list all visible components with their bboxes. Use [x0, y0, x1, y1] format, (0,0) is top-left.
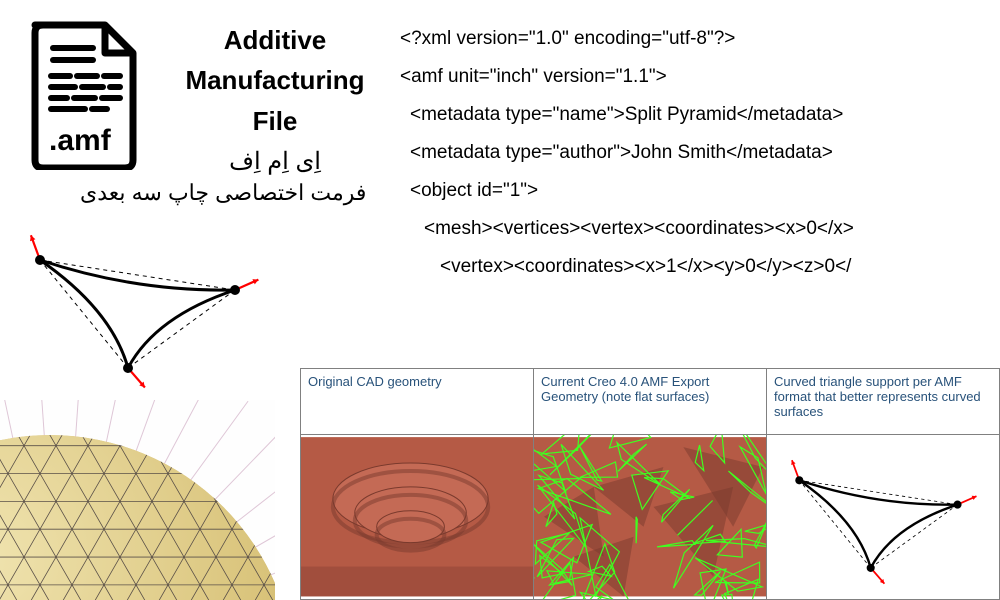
file-ext-text: .amf: [49, 124, 112, 157]
table-cell-cad: [301, 435, 534, 600]
code-line: <amf unit="inch" version="1.1">: [400, 58, 1000, 96]
code-line: <?xml version="1.0" encoding="utf-8"?>: [400, 20, 1000, 58]
persian-abbrev: اِی اِم اِف: [160, 147, 390, 176]
persian-subtitle: فرمت اختصاصی چاپ سه بعدی: [80, 180, 366, 206]
amf-file-icon: .amf: [25, 20, 140, 170]
title-block: Additive Manufacturing File اِی اِم اِف: [160, 20, 390, 176]
code-line: <mesh><vertices><vertex><coordinates><x>…: [400, 210, 1000, 248]
comparison-table: Original CAD geometry Current Creo 4.0 A…: [300, 368, 1000, 600]
curved-triangle-diagram: [10, 220, 280, 390]
code-line: <vertex><coordinates><x>1</x><y>0</y><z>…: [400, 248, 1000, 286]
table-header: Original CAD geometry: [301, 369, 534, 435]
geodesic-dome-image: [0, 400, 275, 600]
xml-code-block: <?xml version="1.0" encoding="utf-8"?> <…: [400, 20, 1000, 286]
code-line: <metadata type="author">John Smith</meta…: [400, 134, 1000, 172]
code-line: <object id="1">: [400, 172, 1000, 210]
code-line: <metadata type="name">Split Pyramid</met…: [400, 96, 1000, 134]
title-line-1: Additive: [160, 20, 390, 60]
title-line-3: File: [160, 101, 390, 141]
title-line-2: Manufacturing: [160, 60, 390, 100]
table-header: Current Creo 4.0 AMF Export Geometry (no…: [534, 369, 767, 435]
table-cell-export: [534, 435, 767, 600]
table-cell-curved: [767, 435, 1000, 600]
table-header: Curved triangle support per AMF format t…: [767, 369, 1000, 435]
